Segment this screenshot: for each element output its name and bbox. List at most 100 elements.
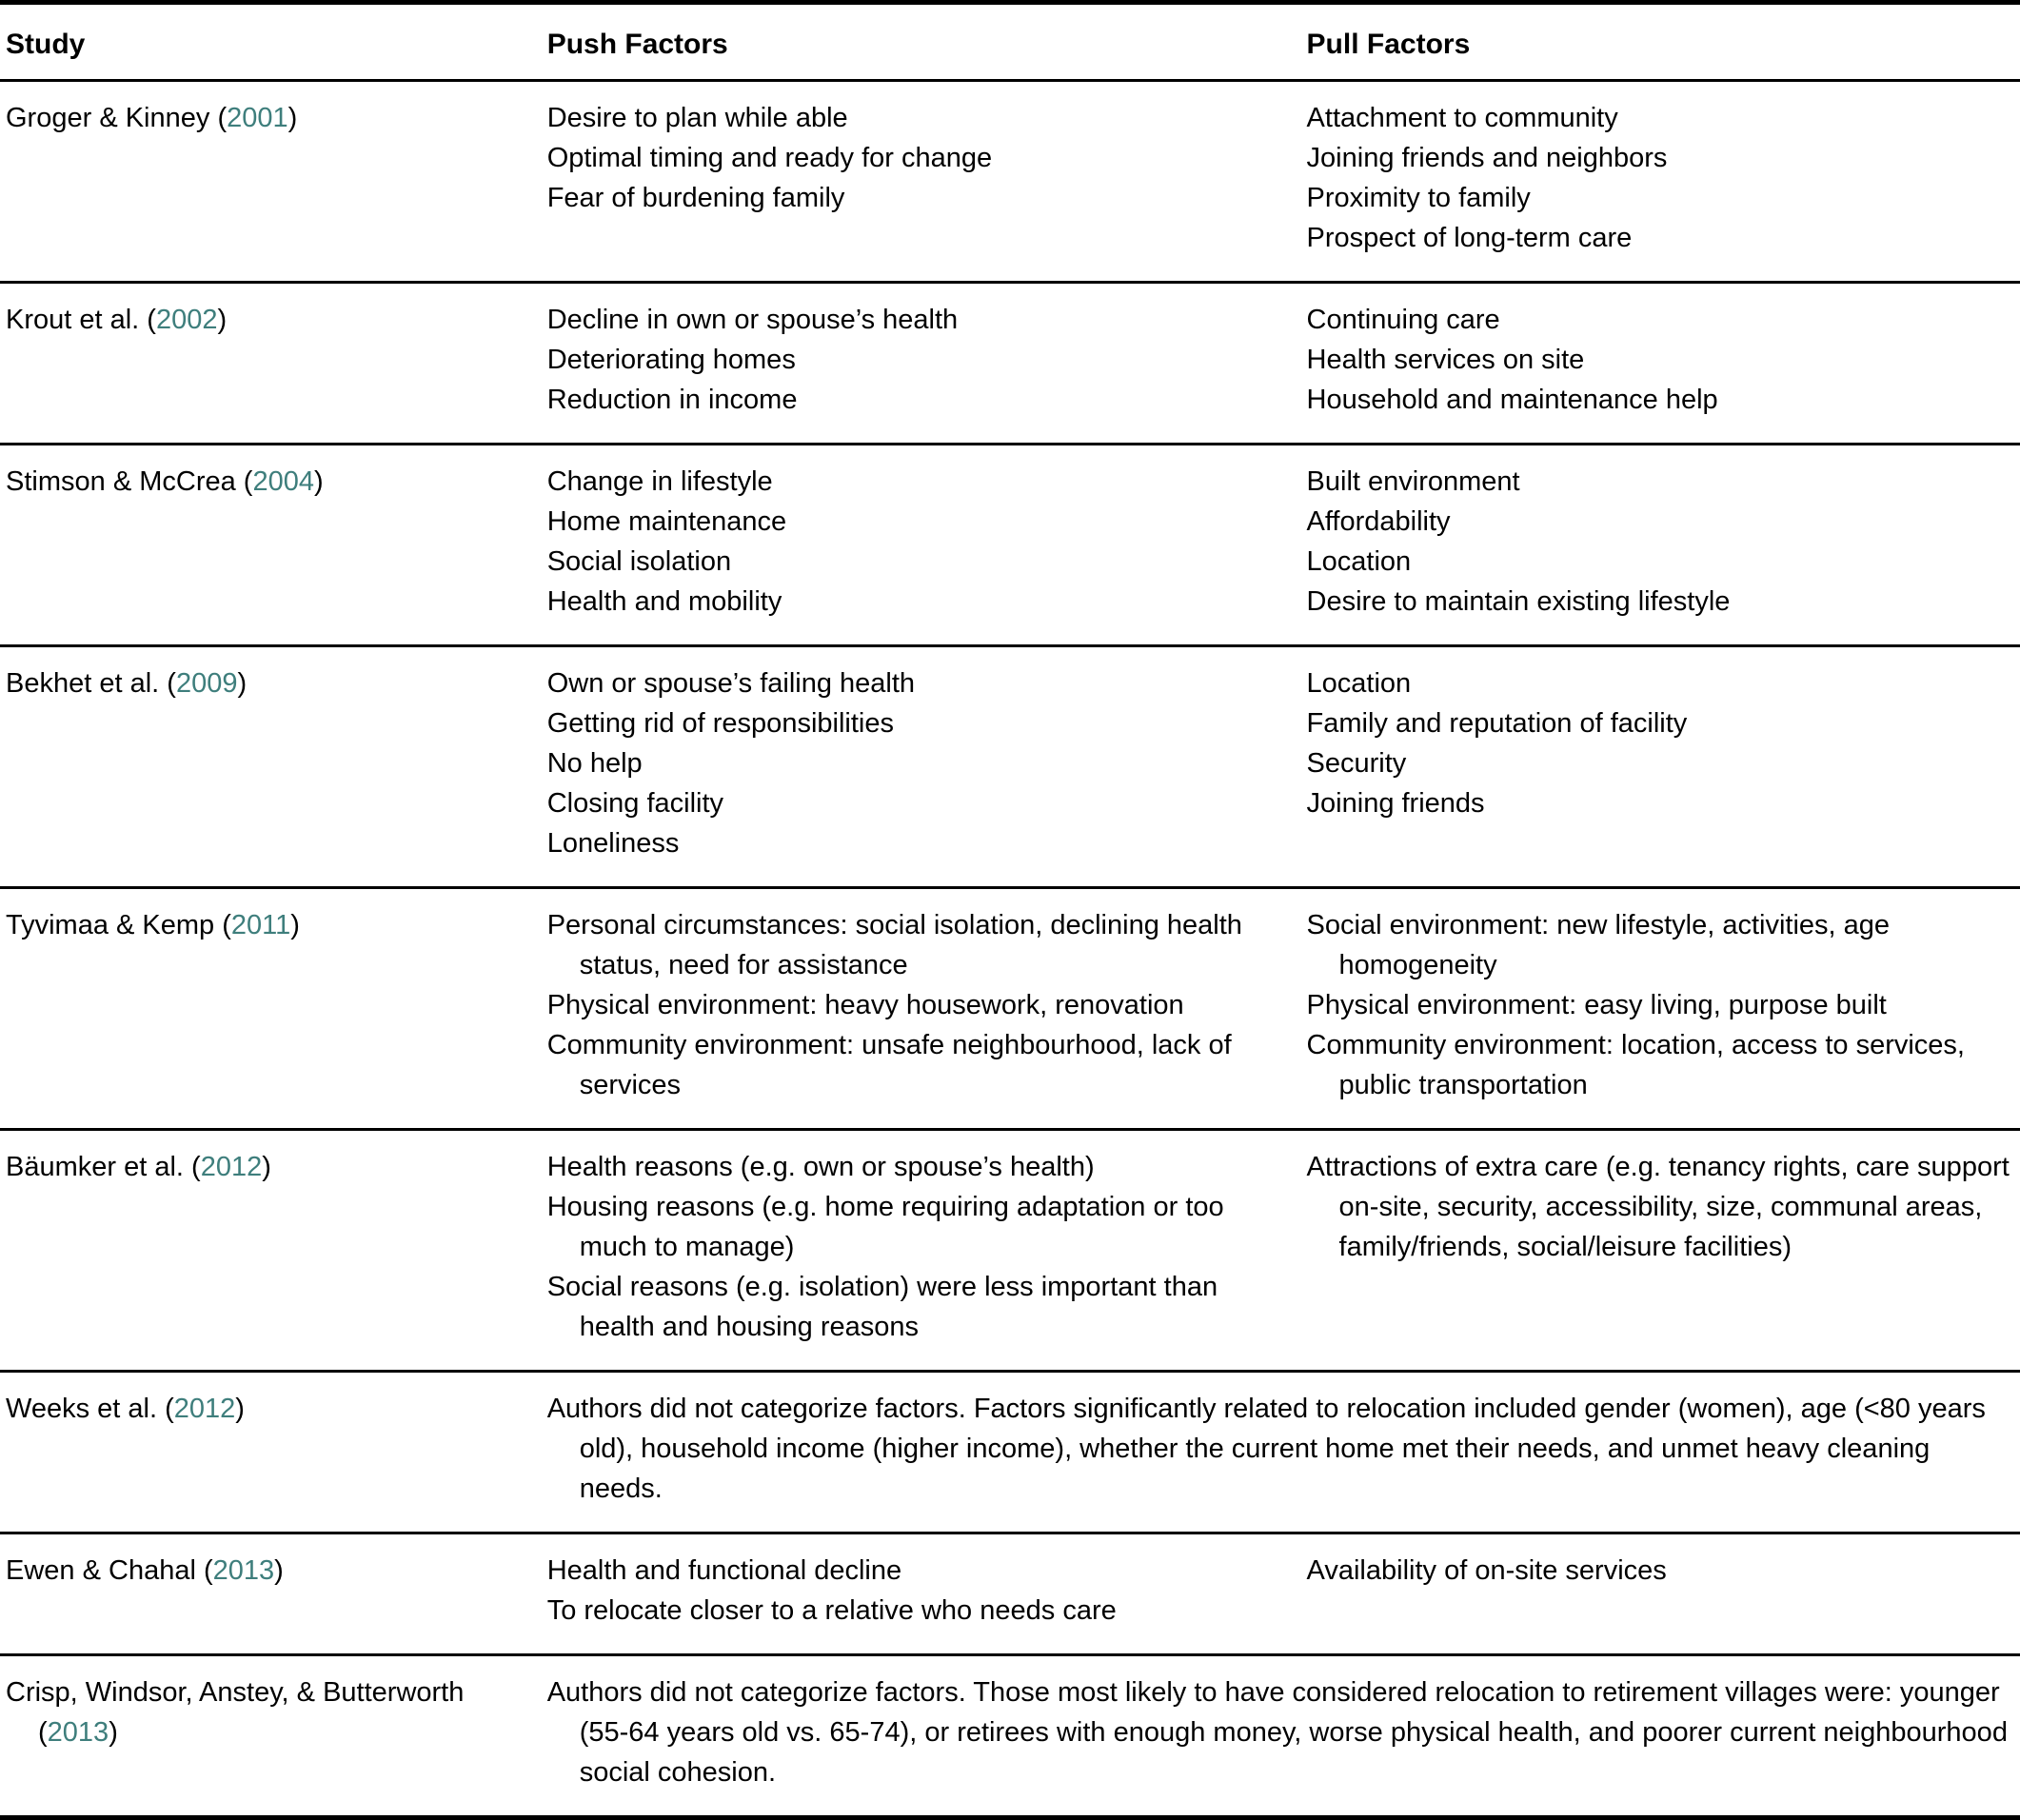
col-header-study: Study [0, 2, 542, 82]
push-factor-item: Social reasons (e.g. isolation) were les… [546, 1272, 1218, 1342]
study-citation-cell: Bäumker et al. (2012) [0, 1130, 542, 1372]
study-citation-cell: Crisp, Windsor, Anstey, & Butterworth (2… [0, 1655, 542, 1818]
study-row: Ewen & Chahal (2013) Health and functiona… [0, 1533, 2020, 1655]
study-row: Stimson & McCrea (2004) Change in lifesty… [0, 444, 2020, 646]
push-factor-item: Desire to plan while able [546, 103, 848, 133]
push-factor-item: Deteriorating homes [546, 345, 796, 375]
push-factor-item: Housing reasons (e.g. home requiring ada… [546, 1192, 1224, 1262]
study-citation: Tyvimaa & Kemp (2011) [6, 910, 300, 940]
push-factor-item: Personal circumstances: social isolation… [546, 910, 1242, 980]
pull-factor-item: Location [1306, 546, 1412, 577]
pull-factor-item: Desire to maintain existing lifestyle [1306, 586, 1731, 617]
citation-year-link[interactable]: 2013 [212, 1555, 275, 1586]
pull-factor-item: Health services on site [1306, 345, 1585, 375]
push-factor-item: Health reasons (e.g. own or spouse’s hea… [546, 1152, 1095, 1182]
pull-factors-cell: Social environment: new lifestyle, activ… [1301, 888, 2020, 1130]
uncategorized-factors-cell: Authors did not categorize factors. Thos… [542, 1655, 2020, 1818]
citation-year-link[interactable]: 2011 [230, 910, 291, 940]
pull-factor-item: Household and maintenance help [1306, 385, 1718, 415]
pull-factor-item: Attachment to community [1306, 103, 1618, 133]
push-factor-item: Reduction in income [546, 385, 798, 415]
study-citation-cell: Tyvimaa & Kemp (2011) [0, 888, 542, 1130]
push-factors-cell: Decline in own or spouse’s health Deterio… [542, 283, 1301, 445]
pull-factor-item: Joining friends [1306, 788, 1485, 819]
push-factor-item: Decline in own or spouse’s health [546, 305, 959, 335]
citation-year-link[interactable]: 2001 [227, 103, 288, 133]
push-factors-cell: Personal circumstances: social isolation… [542, 888, 1301, 1130]
study-row: Weeks et al. (2012) Authors did not categ… [0, 1371, 2020, 1533]
study-citation: Ewen & Chahal (2013) [6, 1555, 284, 1586]
push-factor-item: Fear of burdening family [546, 183, 845, 213]
pull-factors-cell: Attachment to community Joining friends a… [1301, 81, 2020, 283]
push-factor-item: Optimal timing and ready for change [546, 143, 993, 173]
uncategorized-factors-cell: Authors did not categorize factors. Fact… [542, 1372, 2020, 1533]
study-citation-cell: Ewen & Chahal (2013) [0, 1533, 542, 1655]
pull-factor-item: Family and reputation of facility [1306, 708, 1688, 739]
push-factors-cell: Own or spouse’s failing health Getting ri… [542, 646, 1301, 888]
pull-factor-item: Availability of on-site services [1306, 1555, 1667, 1586]
study-row: Krout et al. (2002) Decline in own or spo… [0, 282, 2020, 445]
pull-factor-item: Built environment [1306, 466, 1520, 497]
push-factors-cell: Health reasons (e.g. own or spouse’s hea… [542, 1130, 1301, 1372]
pull-factor-item: Attractions of extra care (e.g. tenancy … [1306, 1152, 2010, 1262]
citation-year-link[interactable]: 2009 [175, 668, 238, 699]
study-citation: Krout et al. (2002) [6, 305, 228, 335]
push-factors-cell: Health and functional decline To relocate… [542, 1533, 1301, 1655]
study-citation: Weeks et al. (2012) [6, 1394, 245, 1424]
study-citation: Crisp, Windsor, Anstey, & Butterworth (2… [6, 1677, 465, 1748]
study-row: Groger & Kinney (2001) Desire to plan whi… [0, 81, 2020, 283]
citation-year-link[interactable]: 2012 [200, 1152, 263, 1182]
header-row: Study Push Factors Pull Factors [0, 2, 2020, 82]
uncategorized-factors-text: Authors did not categorize factors. Fact… [546, 1394, 1986, 1504]
pull-factor-item: Community environment: location, access … [1306, 1030, 1965, 1100]
col-header-pull-factors: Pull Factors [1300, 2, 2020, 82]
push-factor-item: Getting rid of responsibilities [546, 708, 894, 739]
citation-year-link[interactable]: 2012 [173, 1394, 236, 1424]
study-row: Bekhet et al. (2009) Own or spouse’s fail… [0, 645, 2020, 888]
study-citation: Groger & Kinney (2001) [6, 103, 298, 133]
pull-factor-item: Joining friends and neighbors [1306, 143, 1668, 173]
pull-factors-cell: Attractions of extra care (e.g. tenancy … [1301, 1130, 2020, 1372]
study-row: Tyvimaa & Kemp (2011) Personal circumstan… [0, 887, 2020, 1130]
pull-factors-cell: Built environment Affordability Location De… [1301, 445, 2020, 646]
study-row: Bäumker et al. (2012) Health reasons (e.g… [0, 1129, 2020, 1372]
study-citation-cell: Stimson & McCrea (2004) [0, 445, 542, 646]
push-factor-item: Physical environment: heavy housework, r… [546, 990, 1184, 1020]
push-factor-item: Home maintenance [546, 506, 787, 537]
study-citation: Bekhet et al. (2009) [6, 668, 248, 699]
citation-year-link[interactable]: 2013 [47, 1717, 109, 1748]
push-factors-cell: Change in lifestyle Home maintenance Socia… [542, 445, 1301, 646]
pull-factors-cell: Location Family and reputation of facilit… [1301, 646, 2020, 888]
study-citation: Stimson & McCrea (2004) [6, 466, 324, 497]
study-row: Crisp, Windsor, Anstey, & Butterworth (2… [0, 1654, 2020, 1818]
pull-factor-item: Location [1306, 668, 1412, 699]
study-citation: Bäumker et al. (2012) [6, 1152, 271, 1182]
push-factors-cell: Desire to plan while able Optimal timing … [542, 81, 1301, 283]
study-citation-cell: Krout et al. (2002) [0, 283, 542, 445]
pull-factors-cell: Continuing care Health services on site Ho… [1301, 283, 2020, 445]
push-factor-item: Change in lifestyle [546, 466, 773, 497]
push-factor-item: No help [546, 748, 643, 779]
study-citation-cell: Weeks et al. (2012) [0, 1372, 542, 1533]
study-citation-cell: Bekhet et al. (2009) [0, 646, 542, 888]
pull-factor-item: Physical environment: easy living, purpo… [1306, 990, 1887, 1020]
col-header-push-factors: Push Factors [541, 2, 1301, 82]
push-factor-item: Health and mobility [546, 586, 782, 617]
citation-year-link[interactable]: 2002 [155, 305, 218, 335]
push-factor-item: Own or spouse’s failing health [546, 668, 916, 699]
pull-factor-item: Security [1306, 748, 1407, 779]
push-factor-item: Closing facility [546, 788, 724, 819]
pull-factors-cell: Availability of on-site services [1301, 1533, 2020, 1655]
push-factor-item: Loneliness [546, 828, 680, 859]
study-citation-cell: Groger & Kinney (2001) [0, 81, 542, 283]
pull-factor-item: Social environment: new lifestyle, activ… [1306, 910, 1891, 980]
push-factor-item: Health and functional decline [546, 1555, 902, 1586]
uncategorized-factors-text: Authors did not categorize factors. Thos… [546, 1677, 2008, 1788]
pull-factor-item: Prospect of long-term care [1306, 223, 1633, 253]
citation-year-link[interactable]: 2004 [252, 466, 314, 497]
pull-factor-item: Proximity to family [1306, 183, 1531, 213]
push-factor-item: Community environment: unsafe neighbourh… [546, 1030, 1232, 1100]
push-factor-item: Social isolation [546, 546, 732, 577]
pull-factor-item: Continuing care [1306, 305, 1500, 335]
